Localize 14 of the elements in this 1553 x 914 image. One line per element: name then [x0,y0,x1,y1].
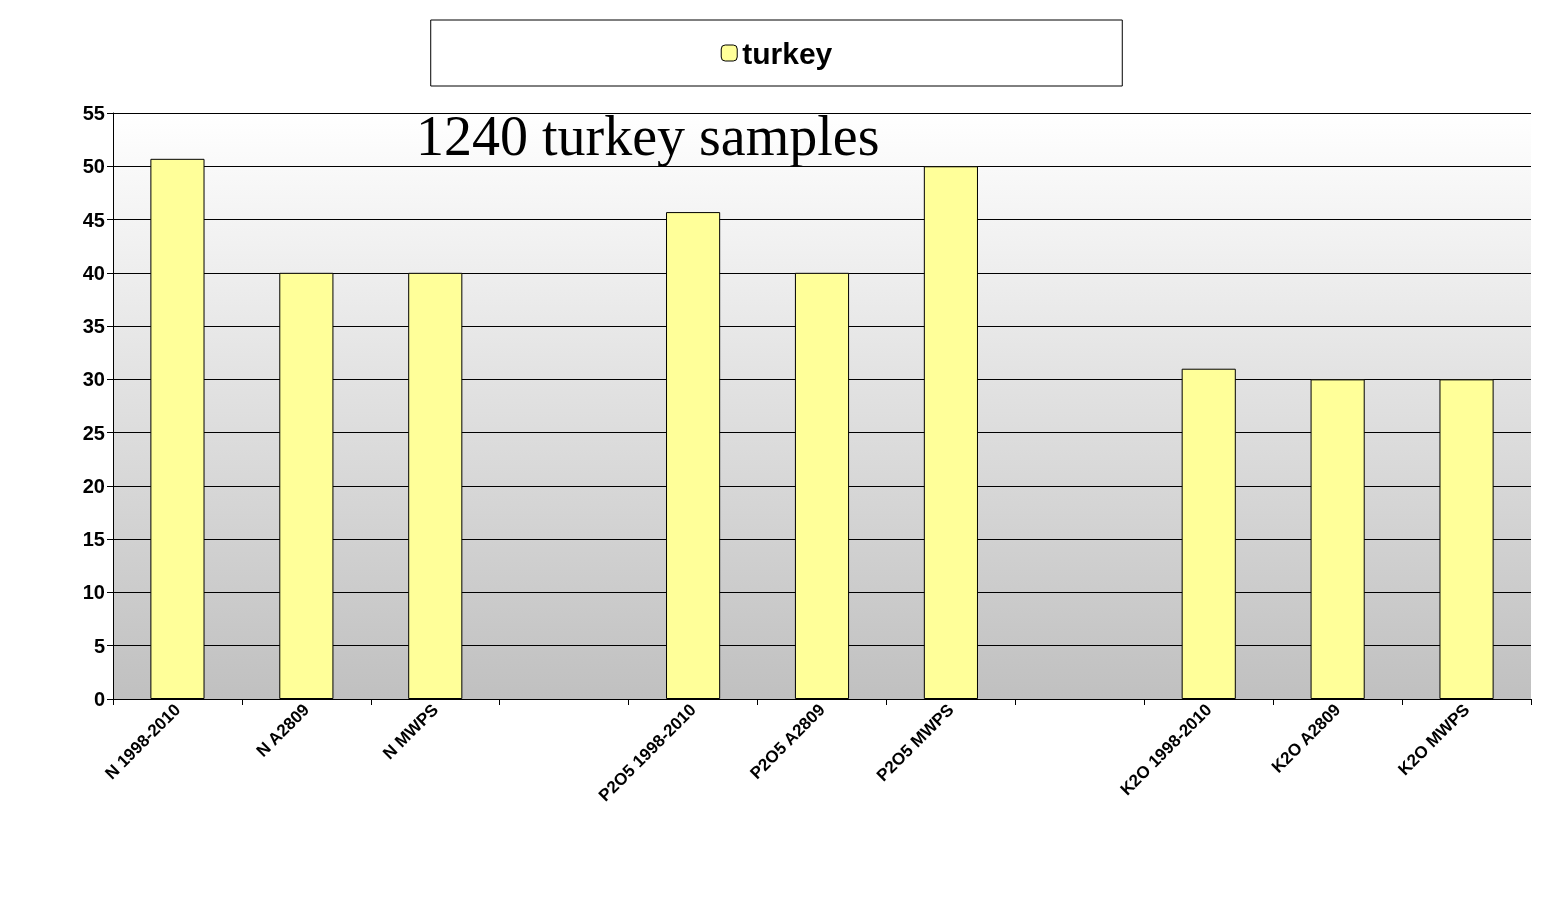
annotation: 1240 turkey samples [416,105,880,167]
y-tick-label: 25 [82,421,105,444]
y-tick-label: 10 [82,581,105,604]
y-tick-label: 50 [82,155,105,178]
y-tick-label: 45 [82,208,105,231]
legend-label: turkey [742,36,833,70]
y-tick-label: 40 [82,261,105,284]
y-tick-label: 55 [82,102,105,124]
y-tick-label: 15 [82,528,105,551]
y-tick-label: 0 [93,688,105,710]
y-tick-label: 5 [93,634,105,657]
y-tick-label: 20 [82,474,105,497]
y-tick-label: 30 [82,368,105,391]
y-tick-label: 35 [82,315,105,338]
